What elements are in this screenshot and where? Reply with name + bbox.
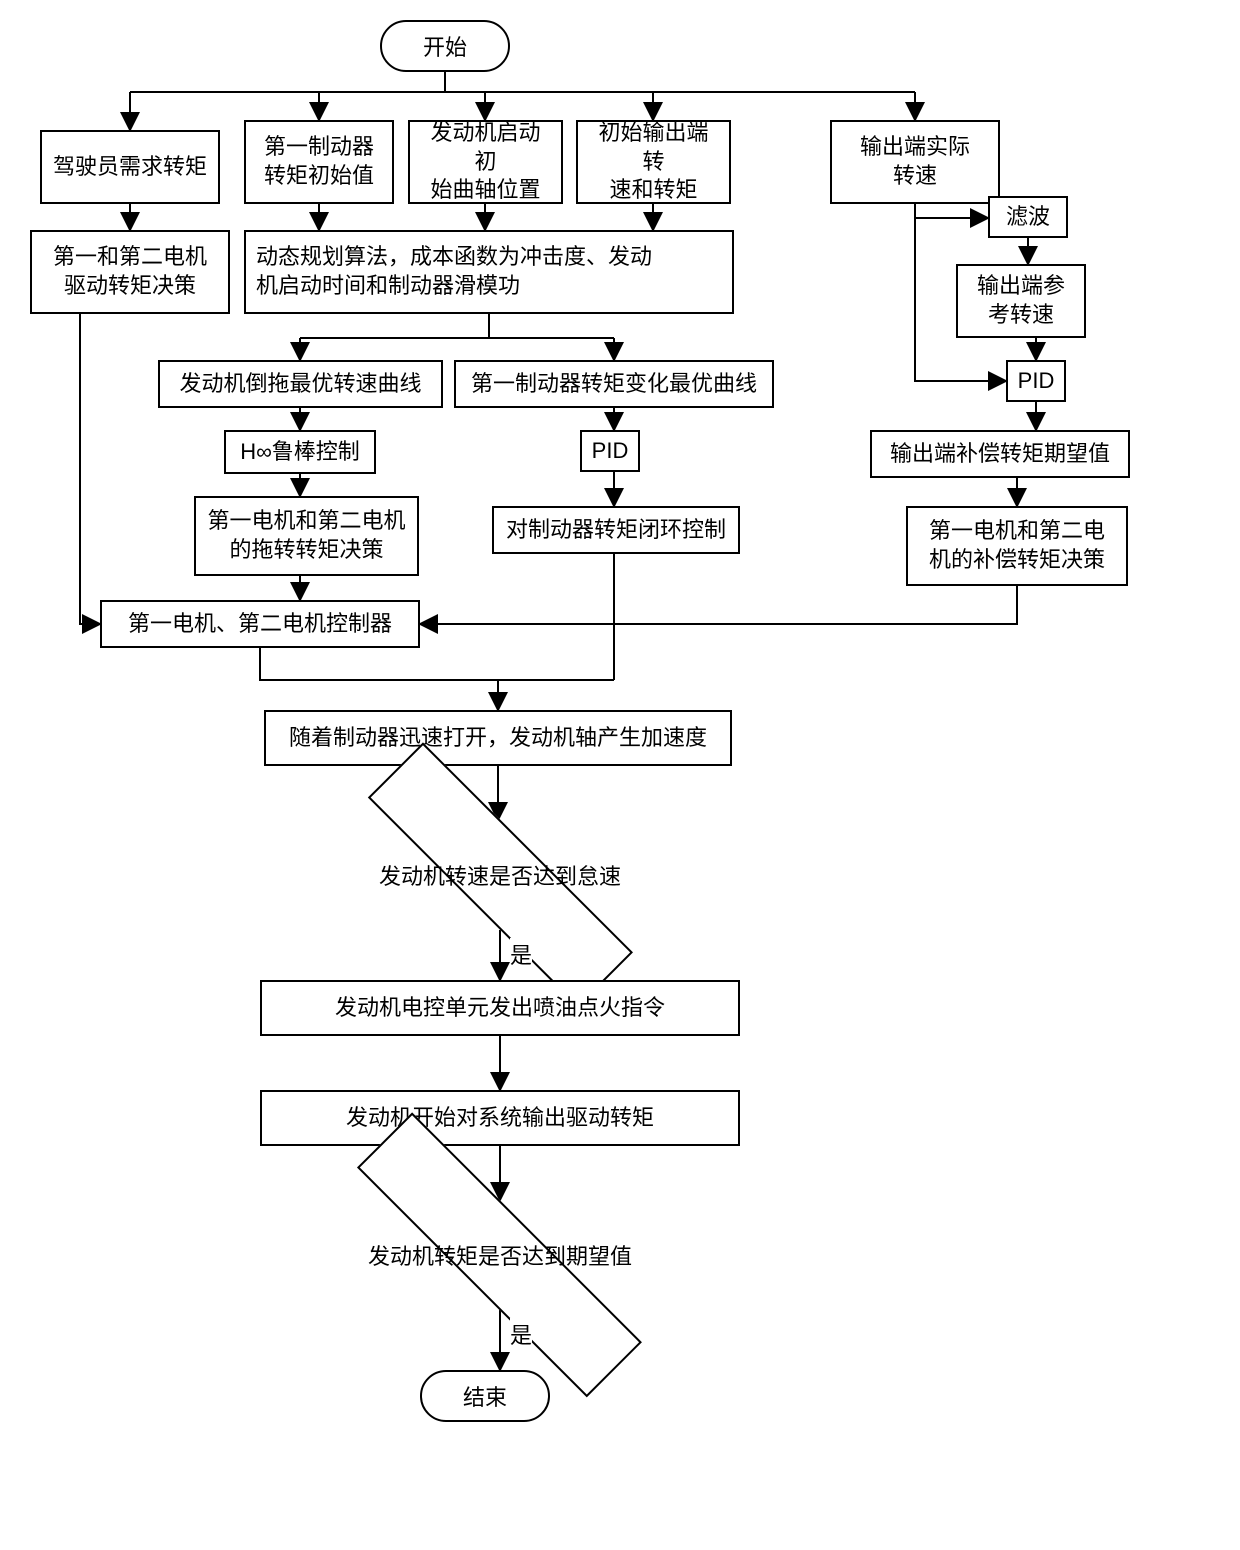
node-label: 第一电机和第二电机的拖转转矩决策 [207,507,405,564]
start-node: 开始 [380,20,510,72]
node-label: 随着制动器迅速打开，发动机轴产生加速度 [289,724,707,753]
node-label: 初始输出端转速和转矩 [588,119,719,205]
idle-decision-node: 发动机转速是否达到怠速 [290,820,710,930]
brake-cl-node: 对制动器转矩闭环控制 [492,506,740,554]
node-label: PID [1018,367,1055,396]
node-label: 滤波 [1006,203,1050,232]
node-label: 发动机开始对系统输出驱动转矩 [346,1104,654,1133]
node-label: 输出端参考转速 [977,272,1065,329]
node-label: H∞鲁棒控制 [240,438,360,467]
node-label: 发动机电控单元发出喷油点火指令 [335,994,665,1023]
end-node: 结束 [420,1370,550,1422]
node-label: 发动机倒拖最优转速曲线 [179,370,421,399]
node-label: 第一制动器转矩变化最优曲线 [471,370,757,399]
drag-decision-node: 第一电机和第二电机的拖转转矩决策 [194,496,419,576]
out-init-node: 初始输出端转速和转矩 [576,120,731,204]
node-label: 第一和第二电机驱动转矩决策 [53,243,207,300]
start-label: 开始 [423,30,467,62]
node-label: 第一电机和第二电机的补偿转矩决策 [929,517,1105,574]
engine-output-node: 发动机开始对系统输出驱动转矩 [260,1090,740,1146]
node-label: 第一电机、第二电机控制器 [128,610,392,639]
flowchart-canvas: 开始 驾驶员需求转矩 第一制动器转矩初始值 发动机启动初始曲轴位置 初始输出端转… [0,0,1240,1550]
node-label: 第一制动器转矩初始值 [264,133,374,190]
dp-algorithm-node: 动态规划算法，成本函数为冲击度、发动机启动时间和制动器滑模功 [244,230,734,314]
node-label: 发动机转矩是否达到期望值 [368,1239,632,1271]
motor-controller-node: 第一电机、第二电机控制器 [100,600,420,648]
drag-curve-node: 发动机倒拖最优转速曲线 [158,360,443,408]
node-label: 发动机转速是否达到怠速 [379,859,621,891]
out-actual-node: 输出端实际转速 [830,120,1000,204]
motor-drive-decision-node: 第一和第二电机驱动转矩决策 [30,230,230,314]
injection-node: 发动机电控单元发出喷油点火指令 [260,980,740,1036]
idle-yes-label: 是 [510,938,532,970]
node-label: 驾驶员需求转矩 [53,153,207,182]
end-label: 结束 [463,1380,507,1412]
pid1-node: PID [580,430,640,472]
node-label: 输出端补偿转矩期望值 [890,440,1110,469]
driver-torque-node: 驾驶员需求转矩 [40,130,220,204]
target-decision-node: 发动机转矩是否达到期望值 [270,1200,730,1310]
node-label: 对制动器转矩闭环控制 [506,516,726,545]
out-comp-exp-node: 输出端补偿转矩期望值 [870,430,1130,478]
filter-node: 滤波 [988,196,1068,238]
target-yes-label: 是 [510,1318,532,1350]
node-label: 发动机启动初始曲轴位置 [420,119,551,205]
out-ref-node: 输出端参考转速 [956,264,1086,338]
brake-curve-node: 第一制动器转矩变化最优曲线 [454,360,774,408]
pid2-node: PID [1006,360,1066,402]
comp-decision-node: 第一电机和第二电机的补偿转矩决策 [906,506,1128,586]
brake-init-node: 第一制动器转矩初始值 [244,120,394,204]
hinf-node: H∞鲁棒控制 [224,430,376,474]
accel-node: 随着制动器迅速打开，发动机轴产生加速度 [264,710,732,766]
node-label: 动态规划算法，成本函数为冲击度、发动机启动时间和制动器滑模功 [256,243,652,300]
node-label: 输出端实际转速 [860,133,970,190]
crank-init-node: 发动机启动初始曲轴位置 [408,120,563,204]
node-label: PID [592,437,629,466]
